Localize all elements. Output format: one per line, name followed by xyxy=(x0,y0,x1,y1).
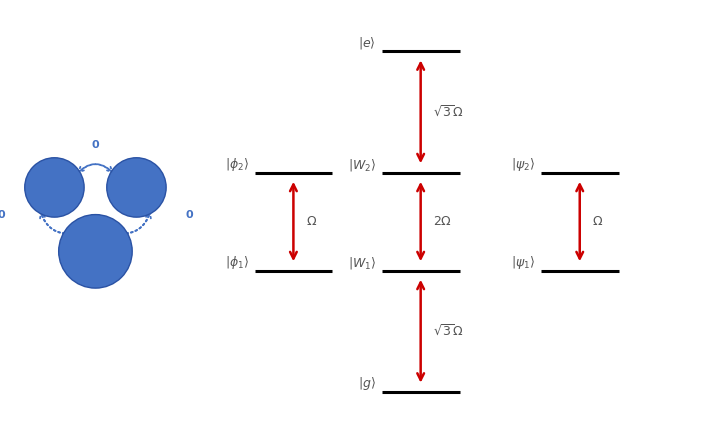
Text: $\Omega$: $\Omega$ xyxy=(306,215,317,228)
Text: $|e\rangle$: $|e\rangle$ xyxy=(358,35,376,51)
Text: $|W_1\rangle$: $|W_1\rangle$ xyxy=(348,254,376,271)
Text: $|\phi_1\rangle$: $|\phi_1\rangle$ xyxy=(225,253,249,271)
Text: $|W_2\rangle$: $|W_2\rangle$ xyxy=(348,156,376,173)
FancyArrowPatch shape xyxy=(576,184,583,259)
Ellipse shape xyxy=(25,158,84,217)
Text: 0: 0 xyxy=(186,210,193,220)
Text: $|\psi_2\rangle$: $|\psi_2\rangle$ xyxy=(511,155,535,173)
Text: $\sqrt{3}\Omega$: $\sqrt{3}\Omega$ xyxy=(433,104,464,119)
Text: $2\Omega$: $2\Omega$ xyxy=(433,215,452,228)
Text: $|\psi_1\rangle$: $|\psi_1\rangle$ xyxy=(511,253,535,271)
FancyArrowPatch shape xyxy=(78,164,114,173)
FancyArrowPatch shape xyxy=(117,213,151,233)
Text: $\Omega$: $\Omega$ xyxy=(592,215,604,228)
Text: $|g\rangle$: $|g\rangle$ xyxy=(358,375,376,392)
FancyArrowPatch shape xyxy=(417,63,424,161)
FancyArrowPatch shape xyxy=(417,184,424,259)
FancyArrowPatch shape xyxy=(417,282,424,380)
Text: $\sqrt{3}\Omega$: $\sqrt{3}\Omega$ xyxy=(433,324,464,339)
FancyArrowPatch shape xyxy=(119,211,151,236)
Text: 0: 0 xyxy=(92,140,99,150)
FancyArrowPatch shape xyxy=(290,184,297,259)
FancyArrowPatch shape xyxy=(77,164,112,173)
Text: $|\phi_2\rangle$: $|\phi_2\rangle$ xyxy=(225,155,249,173)
Ellipse shape xyxy=(107,158,166,217)
FancyArrowPatch shape xyxy=(40,213,74,233)
Text: 0: 0 xyxy=(0,210,5,220)
FancyArrowPatch shape xyxy=(40,211,72,236)
Ellipse shape xyxy=(59,215,132,288)
